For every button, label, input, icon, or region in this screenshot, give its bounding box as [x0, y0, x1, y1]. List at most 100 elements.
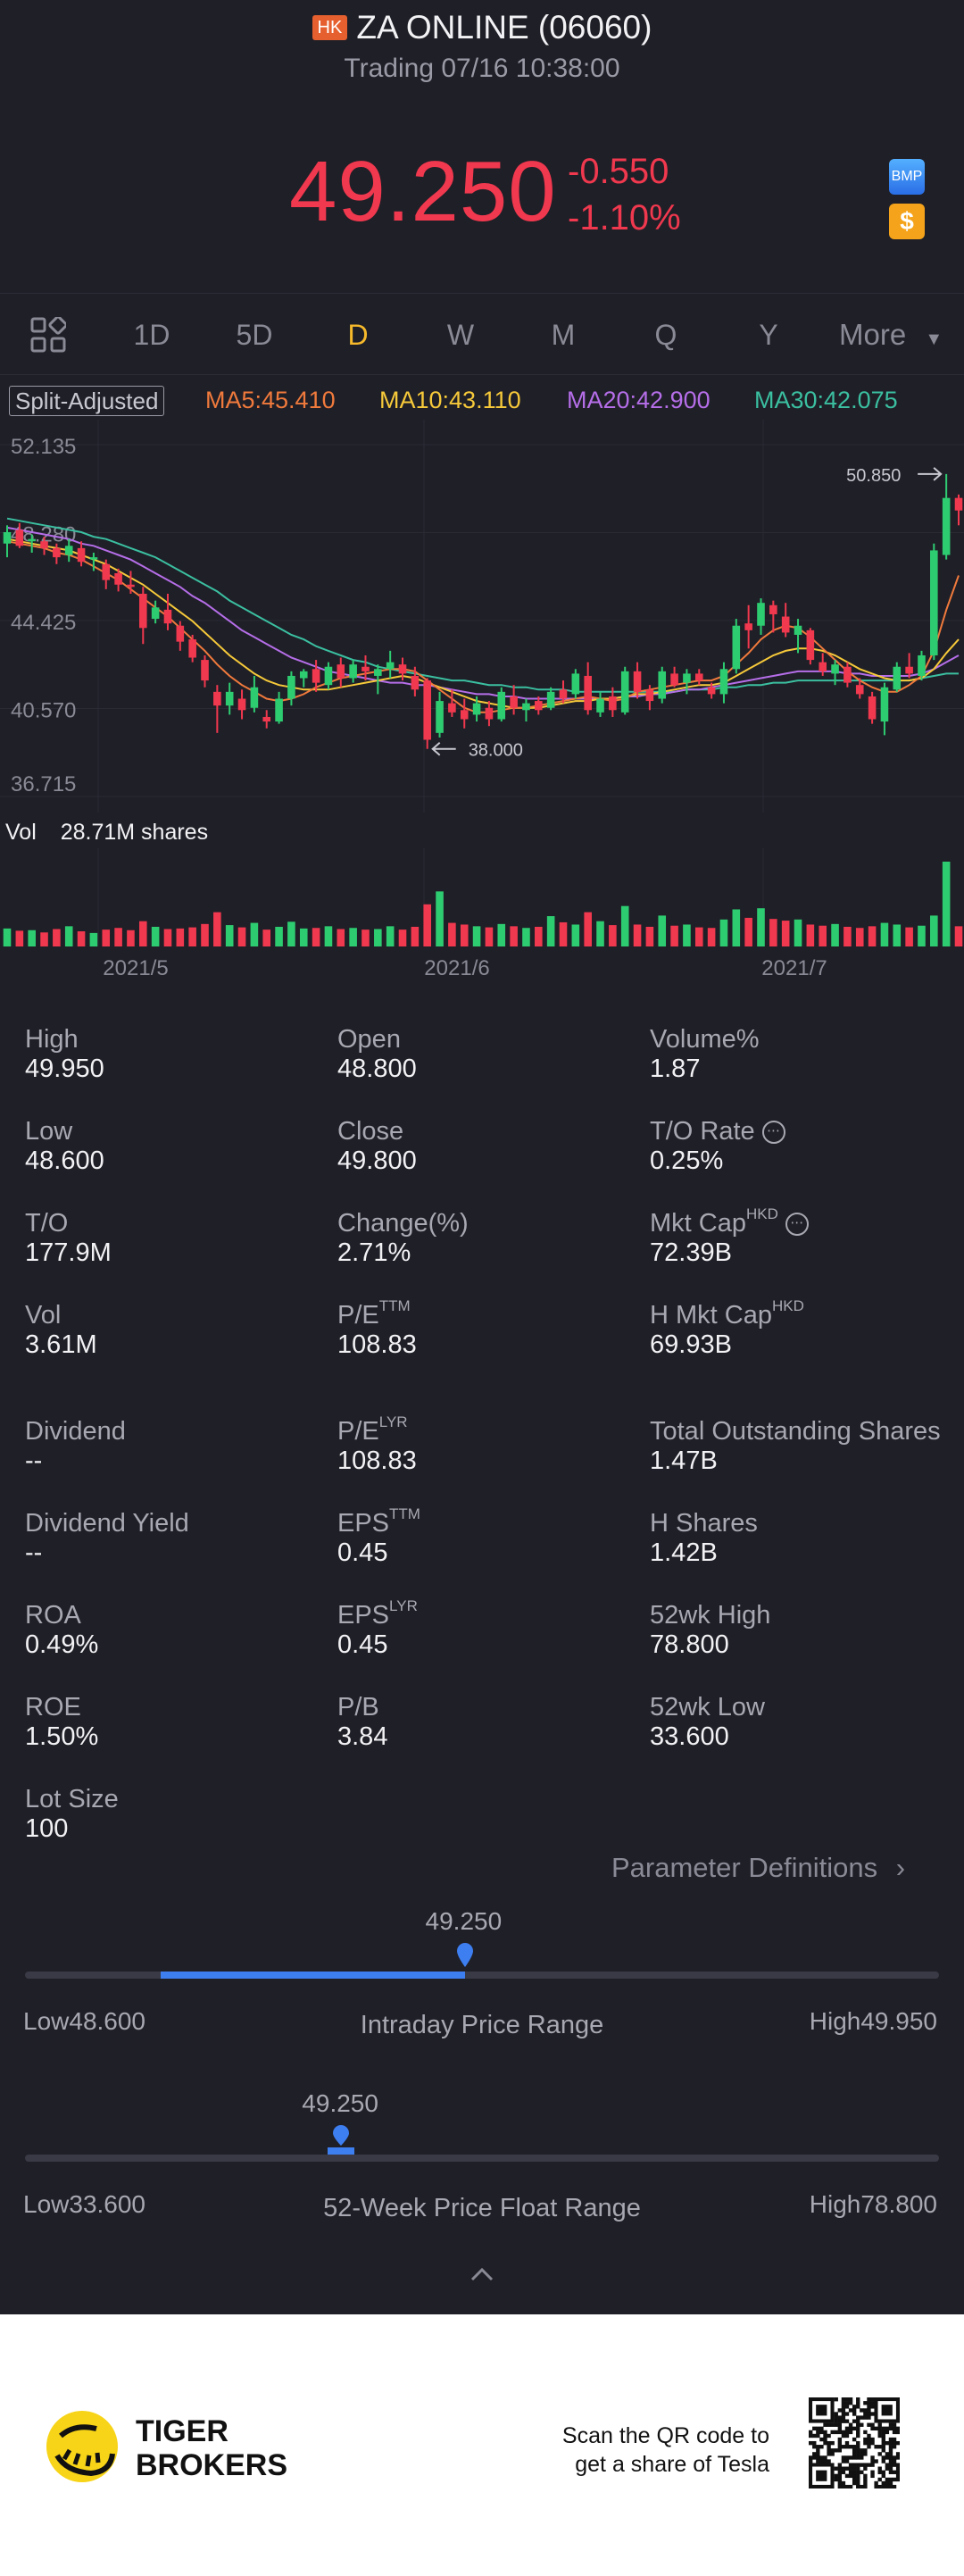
- qr-module: [881, 2433, 885, 2438]
- volume-bar: [806, 924, 815, 946]
- candle-body: [954, 497, 963, 511]
- qr-module: [841, 2433, 846, 2438]
- dollar-icon[interactable]: $: [889, 204, 925, 239]
- qr-module: [888, 2445, 893, 2449]
- candle-body: [596, 698, 604, 713]
- volume-bar: [535, 926, 543, 946]
- qr-module: [856, 2445, 860, 2449]
- qr-code-icon[interactable]: [809, 2397, 900, 2488]
- candlestick-chart[interactable]: 52.13548.28044.42540.57036.71550.85038.0…: [0, 420, 964, 813]
- parameter-definitions-link[interactable]: Parameter Definitions ›: [611, 1852, 905, 1884]
- arrow-left-icon: [431, 741, 456, 756]
- qr-module: [844, 2426, 850, 2431]
- qr-module: [885, 2484, 890, 2488]
- intraday-low: Low48.600: [23, 2007, 146, 2035]
- intraday-range-label: Intraday Price Range: [360, 2011, 604, 2039]
- qr-module: [895, 2455, 900, 2460]
- candle-body: [312, 669, 320, 683]
- candle-body: [942, 497, 951, 555]
- tab-quarter[interactable]: Q: [654, 319, 677, 351]
- ma30-line: [6, 517, 959, 693]
- volume-bar: [460, 924, 469, 946]
- volume-chart[interactable]: 2021/5 2021/6 2021/7: [0, 848, 964, 982]
- more-button[interactable]: More ▼: [839, 294, 943, 380]
- candle-body: [670, 673, 678, 686]
- candle-body: [15, 529, 24, 546]
- qr-module: [881, 2440, 885, 2446]
- split-adjusted-toggle[interactable]: Split-Adjusted: [9, 386, 165, 416]
- candle-body: [497, 691, 506, 720]
- tab-week[interactable]: W: [446, 319, 475, 351]
- max-price-label: 50.850: [846, 466, 901, 486]
- candle-body: [645, 689, 654, 702]
- stat-eps-lyr: EPSLYR 0.45: [337, 1597, 418, 1659]
- y-tick-label: 36.715: [11, 772, 76, 796]
- volume-bar: [584, 912, 592, 946]
- qr-module: [834, 2397, 838, 2402]
- candle-body: [559, 689, 568, 699]
- qr-module: [830, 2422, 835, 2427]
- candle-body: [546, 691, 555, 708]
- qr-module: [877, 2470, 882, 2474]
- qr-module: [844, 2440, 850, 2446]
- candle-body: [905, 666, 913, 674]
- ma30-legend: MA30:42.075: [754, 387, 898, 413]
- caret-down-icon: ▼: [925, 329, 943, 349]
- volume-bar: [40, 932, 48, 946]
- volume-bar: [559, 921, 568, 946]
- qr-module: [895, 2473, 900, 2479]
- qr-module: [827, 2448, 831, 2453]
- candle-body: [855, 685, 864, 695]
- qr-module: [867, 2405, 871, 2409]
- qr-module: [870, 2422, 875, 2427]
- candle-body: [176, 625, 185, 642]
- info-icon[interactable]: ⋯: [761, 1121, 785, 1145]
- brand-name: TIGER BROKERS: [136, 2414, 288, 2482]
- tiger-logo-icon: [46, 2411, 118, 2482]
- tab-1d[interactable]: 1D: [133, 319, 170, 351]
- qr-module: [837, 2440, 843, 2446]
- tab-day[interactable]: D: [347, 319, 369, 351]
- tab-month[interactable]: M: [551, 319, 576, 351]
- volume-bar: [89, 932, 98, 946]
- candle-body: [781, 616, 790, 633]
- volume-bar: [188, 927, 196, 946]
- qr-module: [863, 2408, 868, 2413]
- candle-body: [411, 675, 420, 690]
- qr-module: [841, 2466, 846, 2471]
- intraday-current-value: 49.250: [425, 1907, 503, 1935]
- tab-5d[interactable]: 5D: [236, 319, 273, 351]
- qr-module: [870, 2405, 875, 2409]
- qr-module: [892, 2459, 897, 2463]
- qr-module: [812, 2445, 817, 2449]
- qr-module: [874, 2459, 878, 2463]
- qr-module: [888, 2455, 893, 2460]
- candle-body: [398, 664, 407, 674]
- qr-module: [892, 2426, 897, 2431]
- grid-layout-icon[interactable]: [30, 317, 66, 353]
- intraday-marker-icon: [456, 1943, 473, 1967]
- qr-module: [848, 2426, 853, 2431]
- candle-body: [806, 629, 815, 661]
- volume-bar: [609, 925, 617, 946]
- candle-body: [719, 669, 728, 695]
- qr-module: [841, 2408, 846, 2413]
- qr-module: [877, 2452, 882, 2456]
- info-icon[interactable]: ⋯: [785, 1213, 809, 1237]
- stat-market-cap: Mkt CapHKD⋯ 72.39B: [650, 1205, 809, 1268]
- stock-name: ZA ONLINE (06060): [356, 9, 652, 46]
- qr-module: [892, 2430, 897, 2435]
- bmp-icon[interactable]: BMP: [889, 159, 925, 195]
- tab-year[interactable]: Y: [759, 319, 778, 351]
- chevron-up-icon[interactable]: [470, 2266, 494, 2282]
- qr-module: [863, 2401, 868, 2405]
- qr-module: [830, 2440, 835, 2446]
- qr-module: [870, 2473, 875, 2479]
- volume-bar: [868, 926, 877, 946]
- candle-body: [732, 625, 741, 670]
- period-tabbar: 1D 5D D W M Q Y More ▼: [0, 293, 964, 375]
- ma5-line: [6, 540, 960, 713]
- price-change-percent: -1.10%: [568, 198, 681, 238]
- volume-bar: [312, 928, 320, 946]
- qr-module: [809, 2459, 813, 2463]
